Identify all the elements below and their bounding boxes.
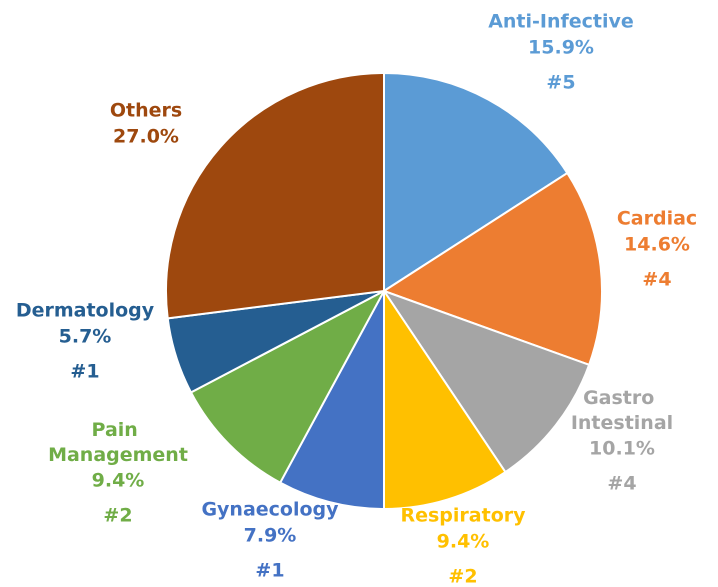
slice-label: Dermatology	[16, 300, 155, 322]
slice-value: 7.9%	[244, 525, 297, 547]
slice-value: 5.7%	[59, 326, 112, 348]
slice-label: Anti-Infective	[488, 11, 634, 33]
pie-slice	[381, 289, 591, 474]
slice-rank: #2	[448, 566, 477, 587]
pie-slice	[383, 287, 507, 511]
slice-rank: #1	[70, 361, 99, 383]
slice-label: Cardiac	[617, 208, 697, 230]
slice-rank: #4	[642, 269, 671, 291]
slice-label: Pain Management	[48, 419, 188, 466]
pie-slice	[381, 171, 603, 367]
slice-value: 10.1%	[589, 438, 655, 460]
label-line: Management	[48, 444, 188, 466]
slice-label: Respiratory	[400, 505, 526, 527]
slice-value: 9.4%	[437, 531, 490, 553]
slice-rank: #2	[103, 505, 132, 527]
pie-slice	[189, 288, 387, 485]
slice-value: 15.9%	[528, 37, 594, 59]
pie-slice	[383, 71, 569, 293]
slice-label: Others	[110, 100, 182, 122]
pie-slice	[278, 290, 385, 511]
label-line: Intestinal	[571, 412, 673, 434]
slice-rank: #5	[546, 72, 575, 94]
slice-rank: #4	[607, 473, 636, 495]
slice-label: Gastro Intestinal	[571, 387, 673, 434]
label-line: Gastro	[583, 387, 661, 409]
slice-rank: #1	[255, 560, 284, 582]
slice-value: 9.4%	[92, 470, 145, 492]
slice-value: 27.0%	[113, 126, 179, 148]
label-line: Pain	[92, 419, 145, 441]
slice-label: Gynaecology	[201, 499, 339, 521]
pie-slice	[165, 71, 385, 320]
slice-value: 14.6%	[624, 234, 690, 256]
